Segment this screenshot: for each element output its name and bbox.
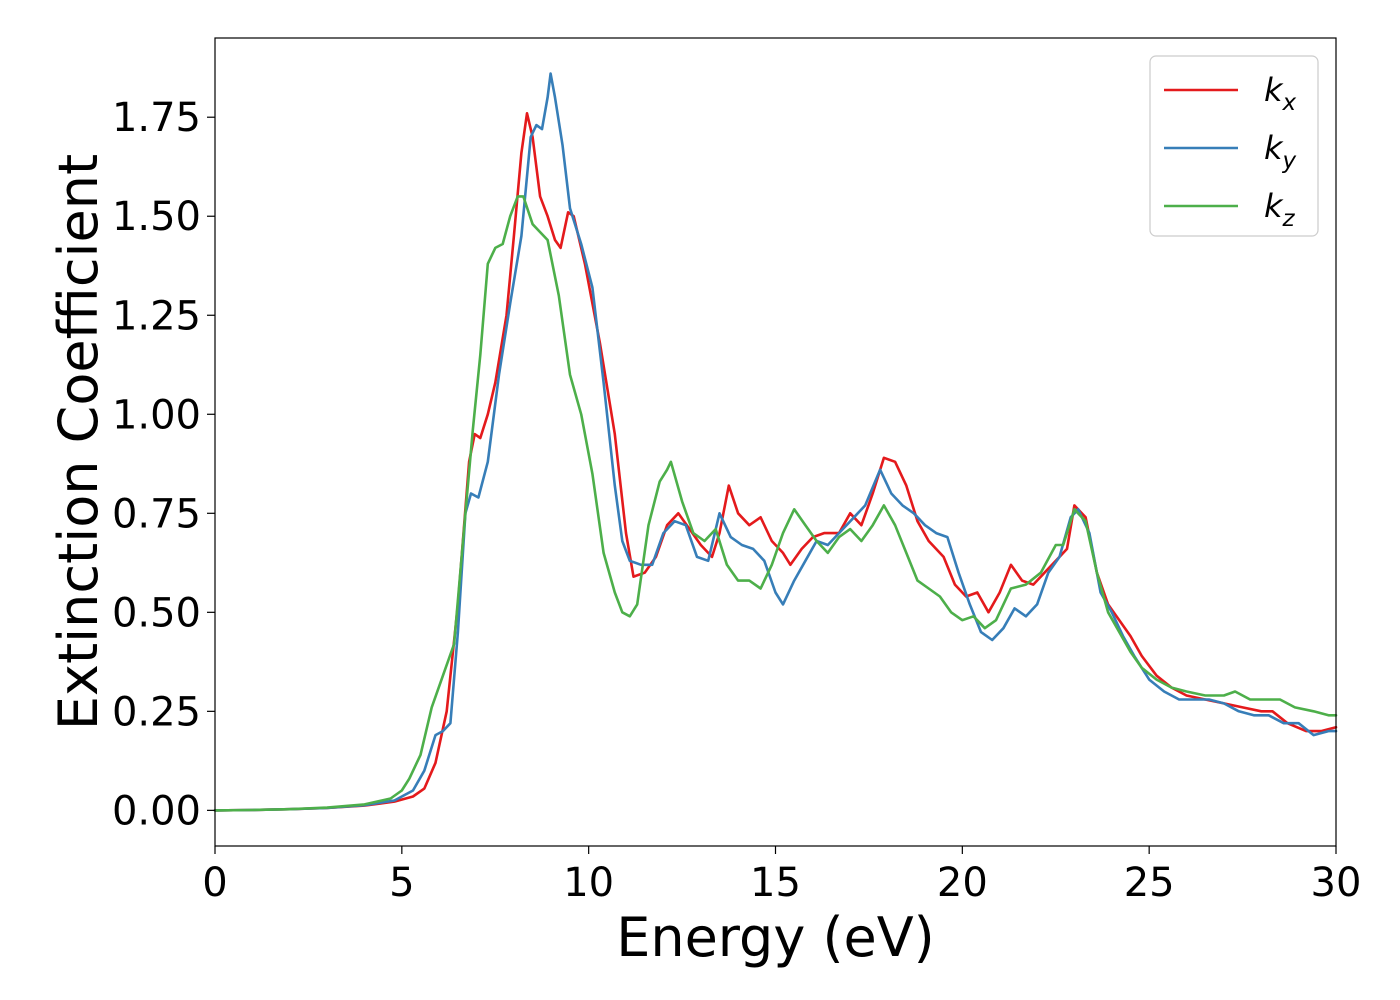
y-axis: 0.00 0.25 0.50 0.75 1.00 1.25 1.50 1.75 (112, 95, 215, 834)
x-tick-label: 15 (750, 860, 801, 906)
x-axis-title: Energy (eV) (616, 906, 935, 969)
y-tick-label: 0.75 (112, 491, 201, 537)
y-tick-label: 1.25 (112, 293, 201, 339)
series-line-ky (213, 72, 1338, 812)
y-tick-label: 0.50 (112, 590, 201, 636)
legend-label-kx: kx (1264, 71, 1297, 116)
x-tick-label: 10 (563, 860, 614, 906)
series-layer (213, 72, 1338, 812)
legend: kx ky kz (1149, 55, 1319, 237)
y-tick-label: 1.50 (112, 194, 201, 240)
x-tick-label: 20 (937, 860, 988, 906)
y-tick-label: 1.75 (112, 95, 201, 141)
x-tick-label: 0 (202, 860, 227, 906)
series-line-kz (213, 195, 1338, 812)
legend-label-ky: ky (1264, 129, 1297, 174)
y-axis-title: Extinction Coefficient (47, 154, 110, 730)
y-tick-label: 1.00 (112, 392, 201, 438)
y-tick-label: 0.25 (112, 689, 201, 735)
y-tick-label: 0.00 (112, 788, 201, 834)
legend-box (1149, 55, 1319, 237)
x-tick-label: 5 (389, 860, 414, 906)
x-tick-label: 30 (1311, 860, 1362, 906)
x-tick-label: 25 (1124, 860, 1175, 906)
x-axis: 0 5 10 15 20 25 30 (202, 846, 1361, 906)
legend-label-kz: kz (1264, 187, 1296, 232)
